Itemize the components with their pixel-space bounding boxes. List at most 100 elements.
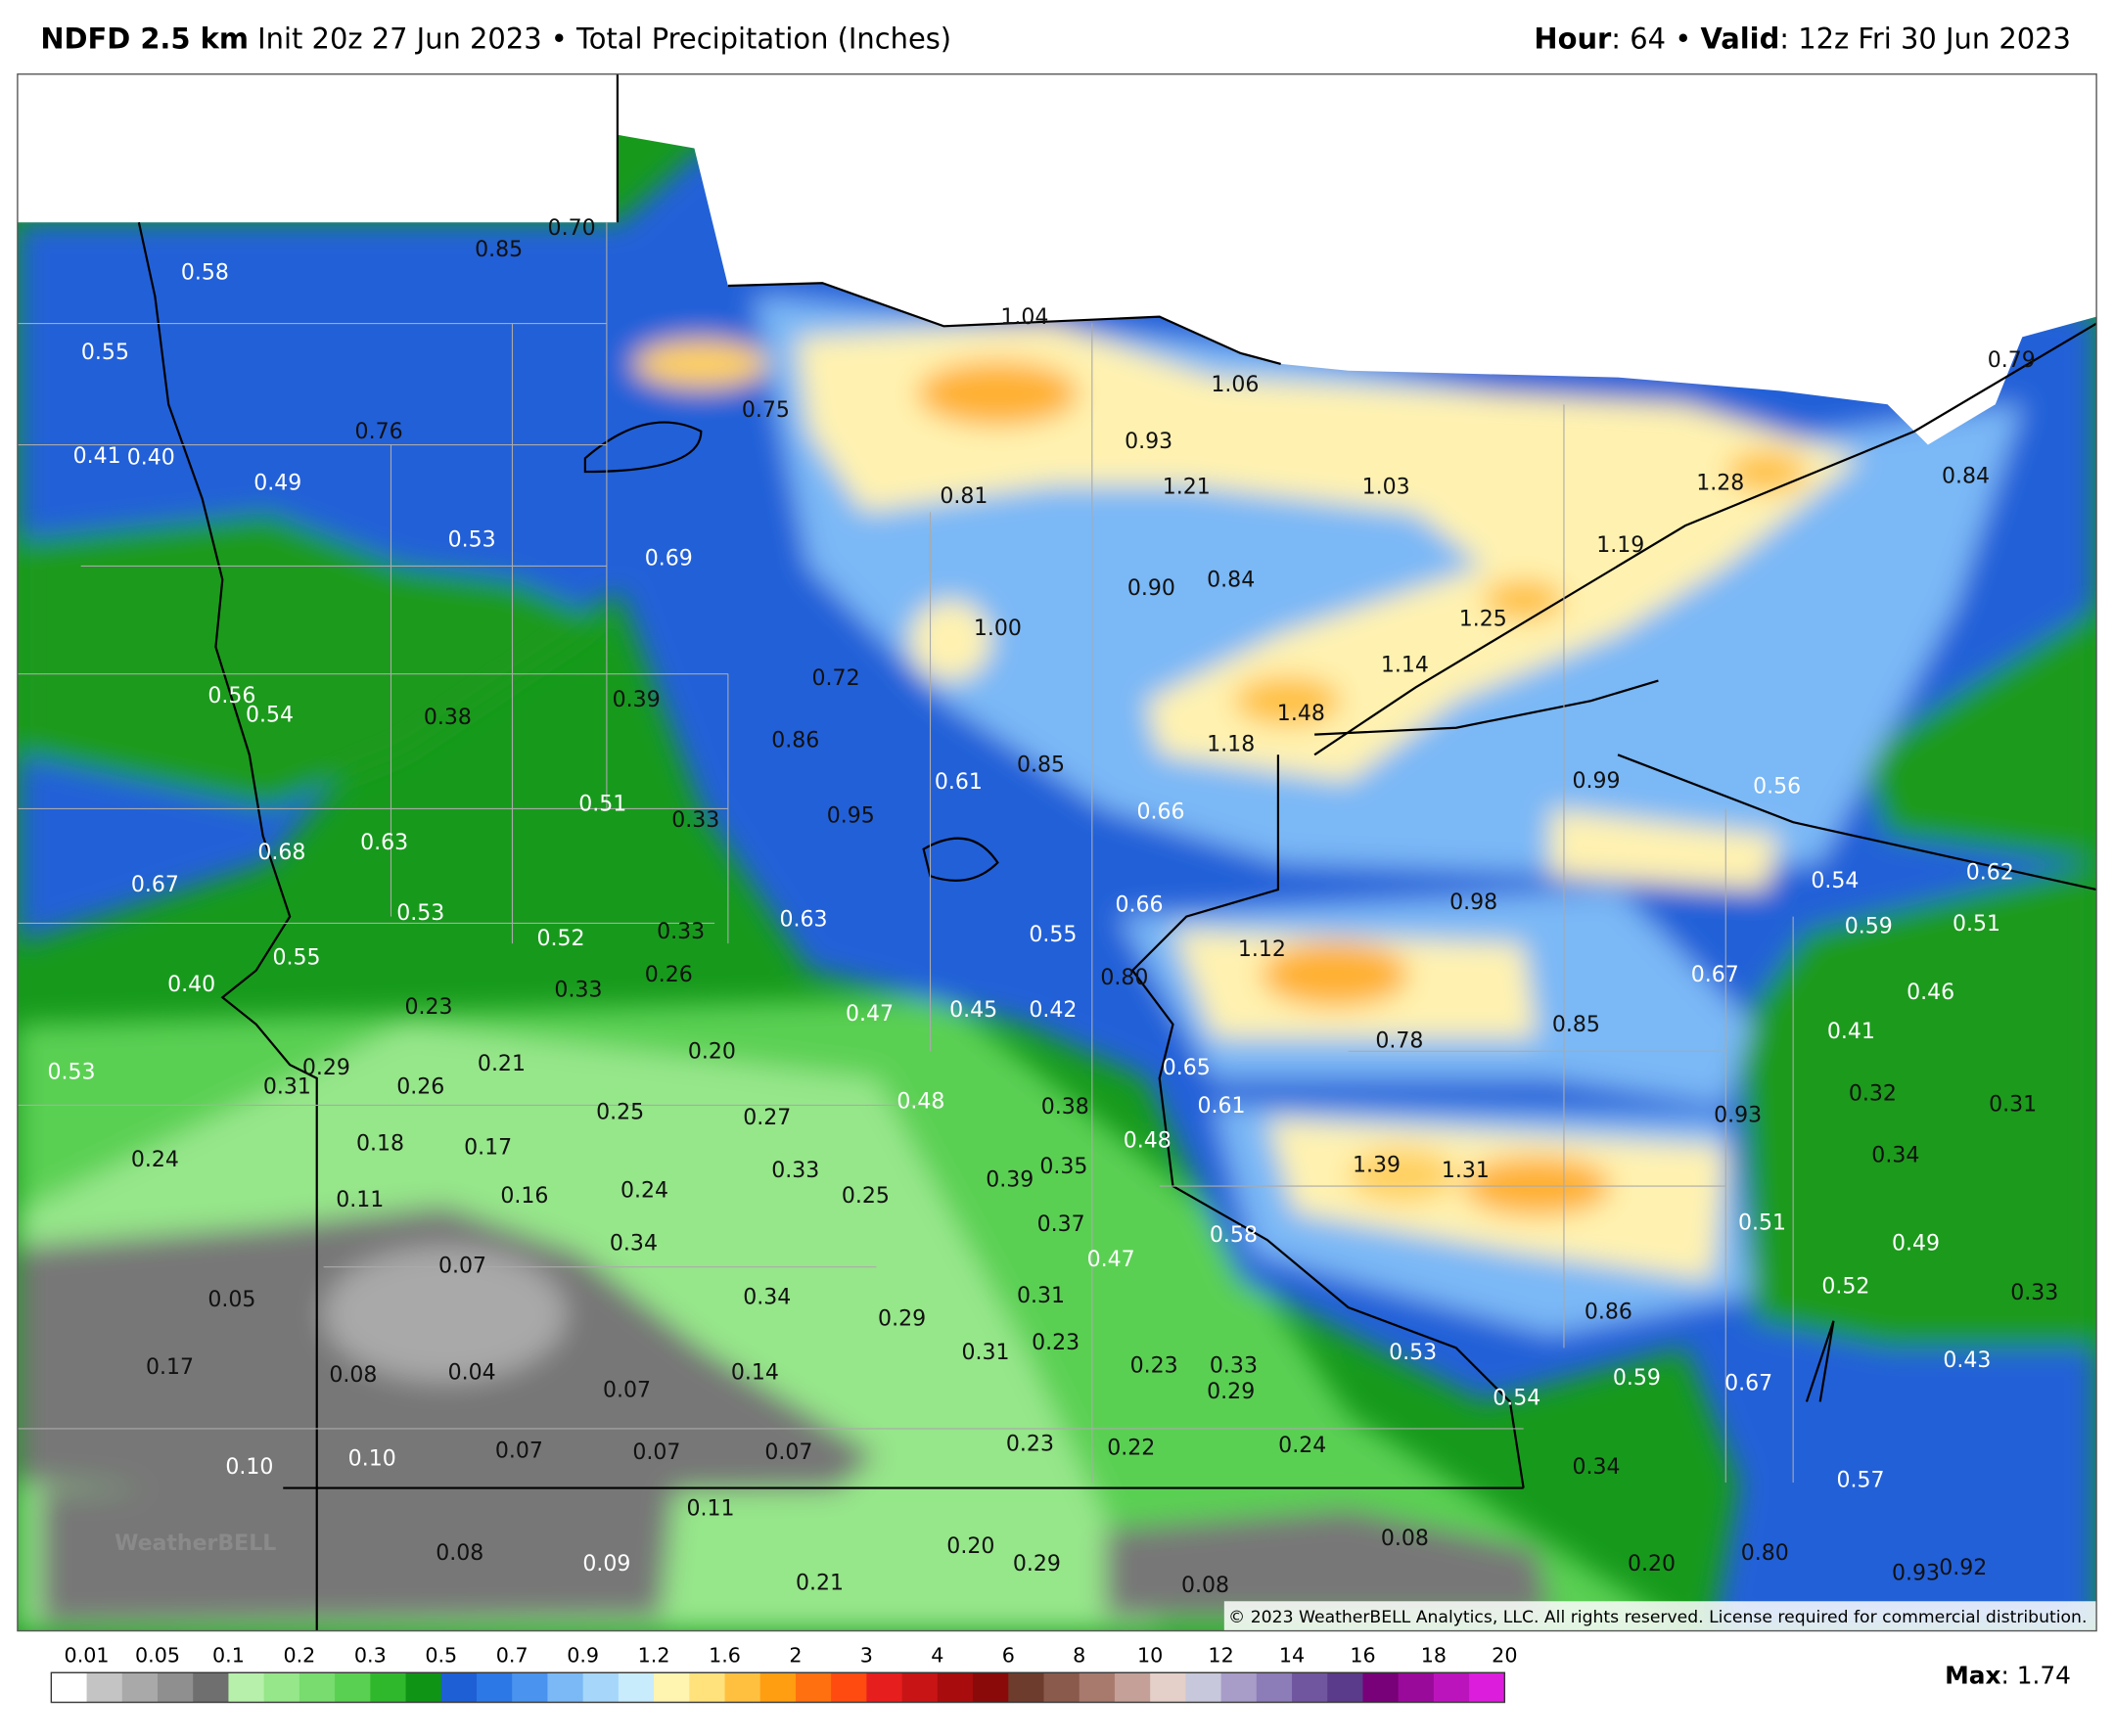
value-label: 0.34 bbox=[610, 1231, 658, 1256]
value-label: 0.16 bbox=[500, 1184, 548, 1209]
value-label: 0.68 bbox=[257, 841, 305, 865]
value-label: 0.33 bbox=[554, 978, 602, 1002]
value-label: 0.84 bbox=[1207, 569, 1255, 593]
legend-swatch bbox=[582, 1672, 620, 1703]
value-label: 0.72 bbox=[812, 666, 860, 691]
value-label: 1.39 bbox=[1353, 1153, 1401, 1177]
header-right: Hour: 64 • Valid: 12z Fri 30 Jun 2023 bbox=[1534, 23, 2070, 56]
legend-swatch bbox=[618, 1672, 655, 1703]
value-label: 0.10 bbox=[225, 1455, 273, 1480]
value-label: 1.48 bbox=[1277, 702, 1325, 726]
value-label: 0.48 bbox=[1124, 1129, 1172, 1154]
value-label: 0.86 bbox=[1585, 1301, 1632, 1325]
value-label: 0.21 bbox=[478, 1052, 526, 1076]
value-label: 0.33 bbox=[1210, 1354, 1258, 1379]
value-label: 0.69 bbox=[645, 547, 693, 571]
value-label: 0.90 bbox=[1127, 576, 1175, 601]
value-label: 0.95 bbox=[827, 804, 875, 829]
value-label: 0.31 bbox=[961, 1341, 1009, 1365]
value-label: 0.93 bbox=[1714, 1103, 1762, 1127]
value-label: 0.47 bbox=[1087, 1248, 1135, 1272]
value-label: 0.51 bbox=[1738, 1211, 1786, 1236]
value-label: 0.08 bbox=[1381, 1527, 1429, 1551]
legend-swatch bbox=[1185, 1672, 1222, 1703]
value-label: 0.23 bbox=[1032, 1331, 1080, 1355]
legend-frame bbox=[50, 1671, 1506, 1704]
value-label: 0.20 bbox=[1628, 1552, 1676, 1576]
hour-label: Hour bbox=[1534, 23, 1612, 56]
legend-tick-label: 3 bbox=[860, 1644, 873, 1667]
legend-swatch bbox=[405, 1672, 442, 1703]
legend-swatch bbox=[51, 1672, 87, 1703]
value-label: 0.34 bbox=[743, 1285, 791, 1309]
value-label: 0.80 bbox=[1100, 966, 1148, 990]
value-label: 0.93 bbox=[1892, 1562, 1940, 1586]
value-label: 0.67 bbox=[131, 873, 179, 897]
legend-swatch bbox=[795, 1672, 832, 1703]
legend-tick-label: 0.9 bbox=[567, 1644, 599, 1667]
county-lines bbox=[17, 222, 1794, 1484]
value-label: 1.06 bbox=[1211, 373, 1259, 397]
legend-swatch bbox=[299, 1672, 336, 1703]
value-label: 0.20 bbox=[946, 1534, 994, 1559]
value-label: 1.28 bbox=[1696, 471, 1744, 495]
value-label: 0.63 bbox=[360, 831, 408, 855]
legend: 0.01 0.05 0.1 0.2 0.3 0.5 0.7 0.9 1.2 1.6 2 3 4 6 8 10 1… bbox=[50, 1644, 1517, 1704]
legend-swatch bbox=[937, 1672, 974, 1703]
value-label: 0.31 bbox=[1989, 1092, 2037, 1117]
legend-swatch bbox=[1150, 1672, 1186, 1703]
legend-swatch bbox=[831, 1672, 867, 1703]
value-label: 0.55 bbox=[81, 341, 129, 365]
legend-swatch bbox=[512, 1672, 548, 1703]
legend-tick-label: 16 bbox=[1350, 1644, 1375, 1667]
value-label: 0.53 bbox=[396, 901, 444, 926]
value-label: 0.66 bbox=[1116, 893, 1164, 918]
value-label: 0.85 bbox=[1017, 753, 1065, 777]
value-label: 0.49 bbox=[1892, 1231, 1940, 1256]
value-label: 0.33 bbox=[657, 920, 705, 944]
value-labels: 0.85 0.70 0.58 0.55 1.04 1.06 0.79 0.75 0.76 0.41… bbox=[47, 216, 2058, 1598]
value-label: 1.18 bbox=[1207, 733, 1255, 757]
legend-swatch bbox=[263, 1672, 300, 1703]
precip-field bbox=[17, 148, 2097, 1631]
value-label: 0.81 bbox=[940, 484, 988, 509]
value-label: 0.08 bbox=[329, 1363, 377, 1388]
value-label: 0.86 bbox=[771, 729, 819, 754]
value-label: 0.49 bbox=[253, 471, 301, 495]
value-label: 0.17 bbox=[464, 1135, 512, 1160]
value-label: 0.07 bbox=[764, 1440, 812, 1465]
value-label: 0.18 bbox=[356, 1131, 404, 1156]
legend-tick-label: 1.2 bbox=[638, 1644, 670, 1667]
value-label: 0.42 bbox=[1029, 998, 1077, 1023]
value-label: 0.54 bbox=[1811, 869, 1859, 893]
value-label: 1.00 bbox=[974, 617, 1022, 641]
value-label: 0.63 bbox=[780, 908, 828, 933]
value-label: 0.67 bbox=[1724, 1372, 1772, 1396]
value-label: 0.78 bbox=[1375, 1029, 1423, 1054]
value-label: 0.99 bbox=[1573, 769, 1621, 794]
value-label: 1.12 bbox=[1238, 937, 1286, 962]
value-label: 0.93 bbox=[1125, 430, 1172, 454]
legend-swatch bbox=[547, 1672, 584, 1703]
value-label: 0.21 bbox=[796, 1571, 844, 1595]
value-label: 0.67 bbox=[1691, 963, 1739, 987]
legend-swatch bbox=[1114, 1672, 1151, 1703]
legend-tick-label: 2 bbox=[789, 1644, 802, 1667]
value-label: 1.04 bbox=[1000, 305, 1048, 330]
value-label: 0.79 bbox=[1988, 348, 2036, 373]
value-label: 0.29 bbox=[302, 1056, 350, 1080]
value-label: 0.24 bbox=[1278, 1434, 1326, 1458]
value-label: 0.58 bbox=[1210, 1223, 1258, 1248]
legend-tick-label: 0.01 bbox=[65, 1644, 110, 1667]
value-label: 0.53 bbox=[448, 527, 496, 552]
legend-swatch bbox=[724, 1672, 761, 1703]
value-label: 0.04 bbox=[448, 1360, 496, 1385]
value-label: 0.25 bbox=[596, 1101, 644, 1125]
legend-swatch bbox=[1469, 1672, 1505, 1703]
value-label: 0.75 bbox=[742, 398, 790, 423]
value-label: 0.07 bbox=[603, 1378, 651, 1402]
subtitle: Init 20z 27 Jun 2023 • Total Precipitati… bbox=[257, 23, 951, 56]
canada bbox=[617, 73, 2097, 445]
value-label: 0.24 bbox=[620, 1179, 668, 1204]
